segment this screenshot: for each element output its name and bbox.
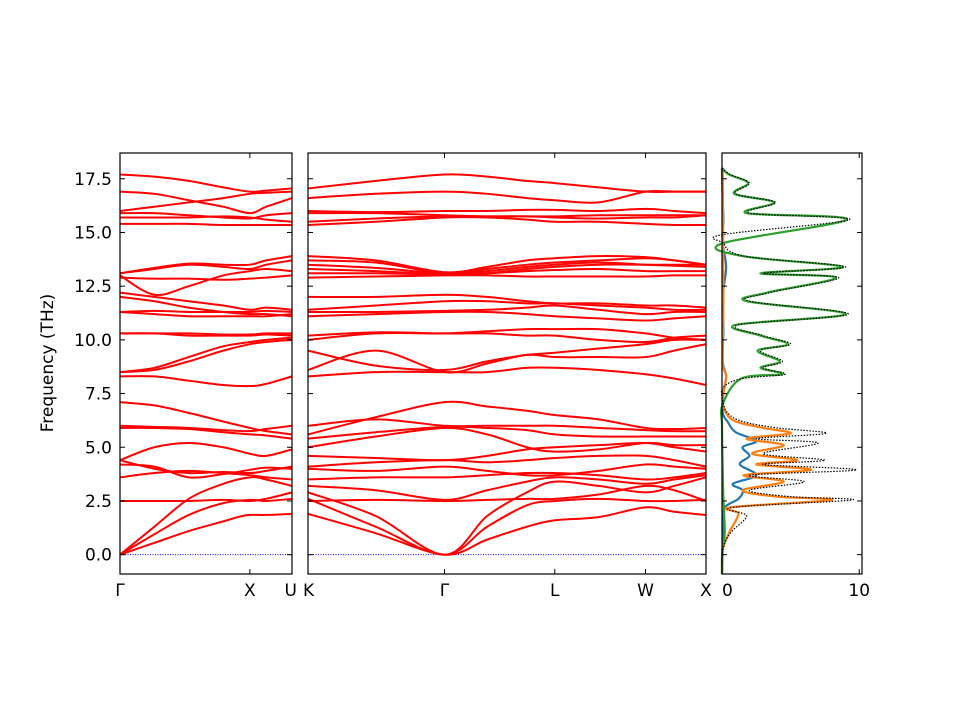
band-line-9 xyxy=(119,426,293,440)
band-line-19 xyxy=(119,295,293,318)
band-line-20 xyxy=(307,304,707,316)
band-line-26 xyxy=(307,261,707,275)
y-tick-label: 17.5 xyxy=(74,170,112,190)
band-line-5 xyxy=(307,474,707,501)
y-tick-label: 7.5 xyxy=(85,385,112,405)
x-tick-label: Γ xyxy=(115,581,125,601)
panel-frame xyxy=(119,152,293,575)
band-line-28 xyxy=(307,255,707,274)
band-line-15 xyxy=(307,343,707,374)
x-tick-label: 10 xyxy=(848,581,870,601)
x-tick-label: X xyxy=(244,581,256,601)
band-line-1 xyxy=(119,512,293,556)
x-tick-label: L xyxy=(550,581,560,601)
band-line-26 xyxy=(120,215,293,223)
band-line-1 xyxy=(307,506,707,556)
band-line-18 xyxy=(307,331,707,344)
dos-curve-green xyxy=(714,167,849,575)
dos-curve-total xyxy=(712,167,858,575)
dos-curve-blue xyxy=(720,168,758,575)
band-line-22 xyxy=(119,267,293,297)
band-line-29 xyxy=(307,216,707,227)
band-line-3 xyxy=(119,476,293,556)
x-tick-label: 0 xyxy=(722,581,733,601)
band-panel-gamma-x-u: Γ X U 0.0 2.5 5.0 7.5 10.0 12.5 15.0 17.5 xyxy=(74,152,297,601)
band-line-21 xyxy=(119,274,293,281)
band-line-19 xyxy=(307,310,707,322)
band-line-10 xyxy=(307,426,707,453)
y-tick-label: 2.5 xyxy=(85,492,112,512)
y-tick-label: 12.5 xyxy=(74,277,112,297)
band-line-23 xyxy=(307,274,707,279)
band-line-32 xyxy=(307,207,707,215)
band-line-24 xyxy=(119,255,293,275)
panel-frame xyxy=(721,152,863,575)
band-line-17 xyxy=(119,310,293,318)
band-line-22 xyxy=(307,293,707,309)
y-tick-label: 15.0 xyxy=(74,223,112,243)
band-line-8 xyxy=(119,441,293,462)
band-line-12 xyxy=(119,375,293,388)
band-line-18 xyxy=(119,309,293,314)
y-axis-title: Frequency (THz) xyxy=(38,294,58,433)
x-tick-label: W xyxy=(637,581,654,601)
band-line-13 xyxy=(119,338,293,374)
band-line-6 xyxy=(307,471,707,481)
band-line-23 xyxy=(119,259,293,275)
band-line-25 xyxy=(119,222,292,227)
band-line-30 xyxy=(119,173,293,193)
band-line-4 xyxy=(120,491,293,503)
x-tick-label: X xyxy=(700,581,712,601)
band-line-2 xyxy=(307,497,707,556)
band-line-13 xyxy=(307,400,707,436)
band-line-4 xyxy=(307,484,707,502)
band-line-21 xyxy=(307,299,707,311)
band-line-2 xyxy=(119,497,293,556)
band-line-16 xyxy=(307,338,707,372)
band-line-29 xyxy=(119,190,293,215)
y-tick-label: 0.0 xyxy=(85,546,112,566)
band-line-16 xyxy=(119,332,293,336)
band-line-24 xyxy=(307,267,706,276)
band-line-3 xyxy=(307,476,707,556)
band-line-7 xyxy=(307,463,707,477)
y-tick-label: 10.0 xyxy=(74,331,112,351)
panel-frame xyxy=(307,152,707,575)
y-tick-label: 5.0 xyxy=(85,438,112,458)
band-line-7 xyxy=(119,459,293,475)
dos-panel: 0 10 xyxy=(712,152,870,601)
band-line-34 xyxy=(307,173,706,193)
band-line-11 xyxy=(119,401,293,436)
band-line-5 xyxy=(119,469,293,481)
x-tick-label: U xyxy=(285,581,297,601)
band-line-10 xyxy=(119,424,293,433)
band-line-8 xyxy=(307,454,707,468)
band-line-20 xyxy=(119,291,293,311)
band-line-31 xyxy=(307,211,706,218)
x-tick-label: K xyxy=(303,581,315,601)
band-line-14 xyxy=(307,366,707,386)
band-line-9 xyxy=(307,441,707,462)
x-tick-label: Γ xyxy=(440,581,450,601)
band-line-28 xyxy=(119,190,293,212)
band-line-12 xyxy=(307,418,707,433)
band-line-11 xyxy=(307,425,706,440)
band-line-14 xyxy=(119,336,293,374)
band-line-27 xyxy=(119,211,293,220)
band-line-6 xyxy=(119,463,293,479)
